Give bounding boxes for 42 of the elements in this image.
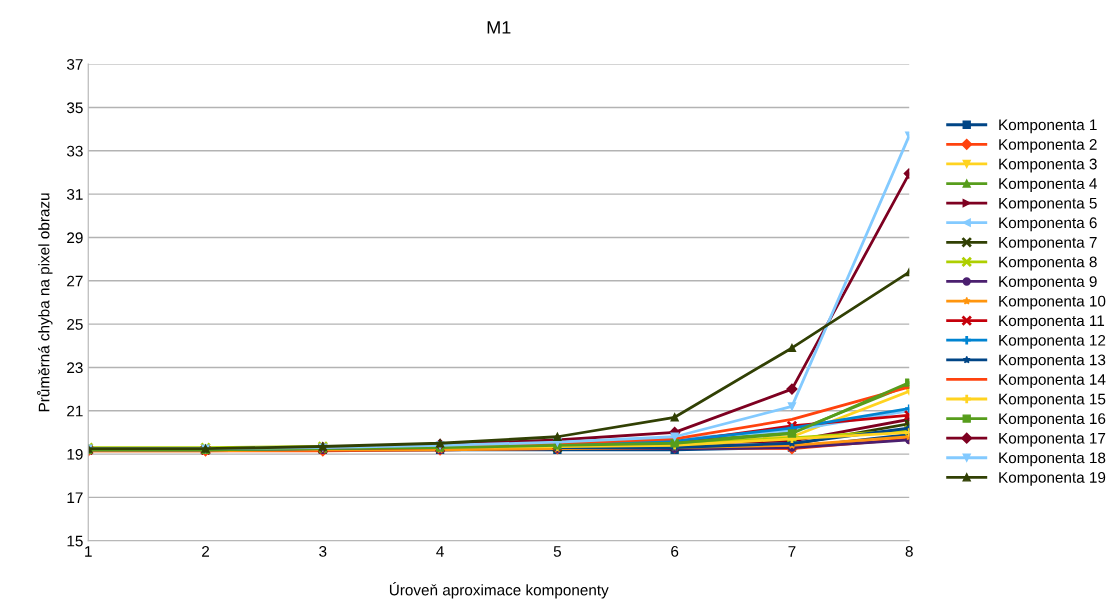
- legend-label: Komponenta 13: [999, 354, 1106, 369]
- y-tick-label: 15: [67, 535, 83, 547]
- y-tick-label: 35: [66, 102, 83, 114]
- legend-label: Komponenta 14: [999, 374, 1106, 388]
- y-tick-label: 33: [66, 145, 83, 157]
- x-tick-label: 5: [553, 546, 561, 557]
- legend-label: Komponenta 16: [999, 413, 1106, 428]
- legend-label: Komponenta 8: [999, 256, 1097, 271]
- y-tick-label: 27: [67, 275, 83, 287]
- chart-title: M1: [487, 21, 511, 34]
- legend-label: Komponenta 12: [999, 334, 1106, 349]
- x-tick-label: 8: [905, 546, 913, 557]
- y-tick-label: 23: [67, 362, 83, 374]
- y-tick-label: 37: [66, 59, 83, 70]
- legend-label: Komponenta 10: [999, 295, 1106, 310]
- y-axis-title: Průměrná chyba na pixel obrazu: [37, 193, 53, 412]
- x-tick-label: 2: [202, 546, 210, 557]
- y-tick-label: 21: [67, 405, 83, 417]
- legend-label: Komponenta 4: [999, 178, 1097, 193]
- y-tick-label: 29: [67, 232, 83, 244]
- x-tick-label: 4: [436, 546, 444, 557]
- y-tick-label: 25: [67, 318, 83, 330]
- legend-label: Komponenta 5: [999, 197, 1097, 212]
- legend-label: Komponenta 6: [999, 217, 1097, 232]
- x-tick-label: 6: [671, 546, 679, 557]
- legend-label: Komponenta 11: [999, 315, 1105, 330]
- legend-label: Komponenta 15: [999, 393, 1106, 408]
- legend-label: Komponenta 19: [999, 472, 1106, 486]
- legend-label: Komponenta 7: [999, 237, 1097, 251]
- x-tick-label: 1: [85, 546, 92, 557]
- y-tick-label: 17: [67, 492, 83, 503]
- x-tick-label: 7: [788, 546, 796, 557]
- x-tick-label: 3: [319, 546, 327, 557]
- legend-label: Komponenta 9: [999, 276, 1097, 290]
- legend-label: Komponenta 1: [999, 119, 1097, 134]
- y-tick-label: 19: [67, 448, 83, 460]
- legend-label: Komponenta 2: [999, 139, 1097, 153]
- y-tick-label: 31: [66, 189, 83, 200]
- legend-label: Komponenta 3: [999, 158, 1097, 173]
- x-axis-title: Úroveň aproximace komponenty: [389, 582, 609, 599]
- legend-label: Komponenta 18: [999, 452, 1106, 467]
- legend-label: Komponenta 17: [999, 433, 1106, 447]
